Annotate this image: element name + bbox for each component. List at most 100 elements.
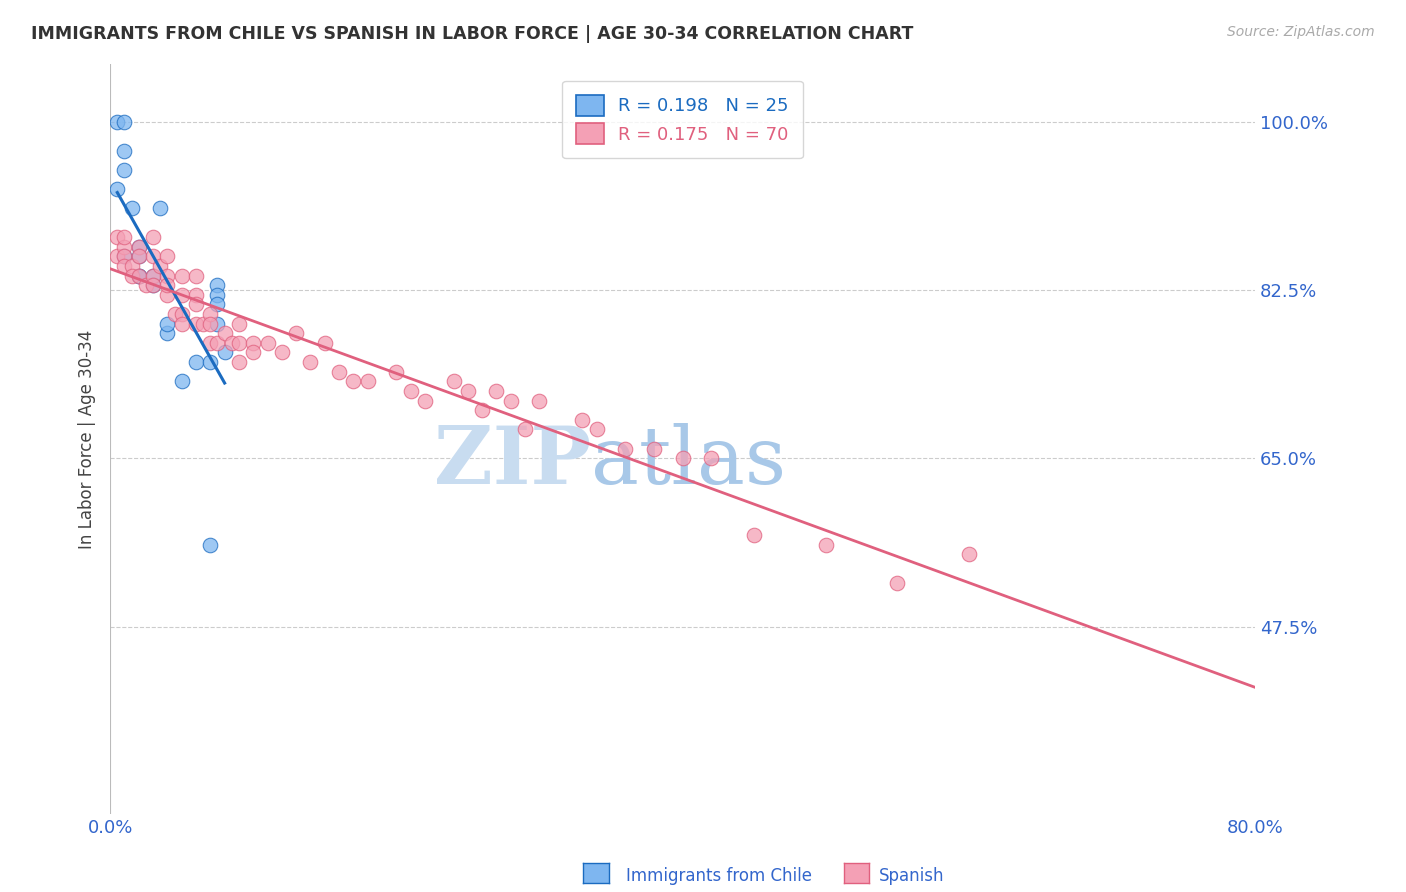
Point <box>170 288 193 302</box>
Point <box>314 335 336 350</box>
Point <box>142 249 165 263</box>
Point <box>191 317 214 331</box>
Point <box>214 345 236 359</box>
Point <box>170 268 193 283</box>
Point <box>485 384 508 398</box>
Point <box>242 345 264 359</box>
Point <box>114 259 136 273</box>
Point <box>114 162 136 177</box>
Point <box>385 365 408 379</box>
Point <box>105 249 128 263</box>
Point <box>571 413 593 427</box>
Point <box>128 249 150 263</box>
Point <box>114 114 136 128</box>
Point <box>228 317 250 331</box>
Point <box>200 335 222 350</box>
Point <box>529 393 551 408</box>
Point <box>200 355 222 369</box>
Point <box>149 201 172 215</box>
Point <box>285 326 308 341</box>
Point <box>128 268 150 283</box>
Point <box>105 114 128 128</box>
Point <box>200 538 222 552</box>
Point <box>142 278 165 293</box>
Point <box>228 335 250 350</box>
Point <box>328 365 350 379</box>
Text: ZIP: ZIP <box>434 423 591 500</box>
Point <box>170 375 193 389</box>
Text: atlas: atlas <box>591 423 786 500</box>
Point <box>357 375 380 389</box>
Point <box>156 268 179 283</box>
Point <box>170 317 193 331</box>
Point <box>149 259 172 273</box>
Point <box>128 268 150 283</box>
Point <box>121 259 143 273</box>
Point <box>614 442 637 456</box>
Point <box>128 240 150 254</box>
Point <box>184 355 207 369</box>
Point <box>513 422 536 436</box>
Point <box>142 268 165 283</box>
Point <box>242 335 264 350</box>
Point <box>142 268 165 283</box>
Point <box>156 326 179 341</box>
Point <box>643 442 665 456</box>
Point <box>128 249 150 263</box>
Point <box>114 144 136 158</box>
Point <box>207 278 229 293</box>
Point <box>443 375 465 389</box>
Point <box>214 326 236 341</box>
Point <box>814 538 837 552</box>
Point <box>585 422 607 436</box>
Text: Spanish: Spanish <box>879 867 945 885</box>
Point <box>499 393 522 408</box>
Point <box>128 268 150 283</box>
Point <box>457 384 479 398</box>
Point <box>207 335 229 350</box>
Point <box>342 375 364 389</box>
Point <box>121 201 143 215</box>
Point <box>399 384 422 398</box>
Point <box>114 230 136 244</box>
Point <box>228 355 250 369</box>
Point <box>184 288 207 302</box>
Point <box>207 297 229 311</box>
Point <box>142 278 165 293</box>
Point <box>142 230 165 244</box>
Point <box>207 288 229 302</box>
Point <box>135 278 157 293</box>
Point <box>184 297 207 311</box>
Point <box>299 355 322 369</box>
Point <box>121 268 143 283</box>
Point <box>200 307 222 321</box>
Point <box>700 451 723 466</box>
Point <box>170 307 193 321</box>
Point <box>156 249 179 263</box>
Point <box>163 307 186 321</box>
Point <box>413 393 436 408</box>
Text: Immigrants from Chile: Immigrants from Chile <box>626 867 811 885</box>
Point <box>105 182 128 196</box>
Point <box>184 268 207 283</box>
Point <box>256 335 278 350</box>
Legend: R = 0.198   N = 25, R = 0.175   N = 70: R = 0.198 N = 25, R = 0.175 N = 70 <box>562 80 803 159</box>
Point <box>207 317 229 331</box>
Point <box>156 288 179 302</box>
Point <box>471 403 494 417</box>
Point <box>156 317 179 331</box>
Point <box>200 317 222 331</box>
Point <box>114 249 136 263</box>
Point <box>221 335 243 350</box>
Point <box>114 240 136 254</box>
Text: Source: ZipAtlas.com: Source: ZipAtlas.com <box>1227 25 1375 39</box>
Point <box>270 345 292 359</box>
Y-axis label: In Labor Force | Age 30-34: In Labor Force | Age 30-34 <box>79 329 96 549</box>
Point <box>156 278 179 293</box>
Point <box>184 317 207 331</box>
Text: IMMIGRANTS FROM CHILE VS SPANISH IN LABOR FORCE | AGE 30-34 CORRELATION CHART: IMMIGRANTS FROM CHILE VS SPANISH IN LABO… <box>31 25 914 43</box>
Point <box>671 451 693 466</box>
Point <box>105 230 128 244</box>
Point <box>114 249 136 263</box>
Point <box>886 576 908 591</box>
